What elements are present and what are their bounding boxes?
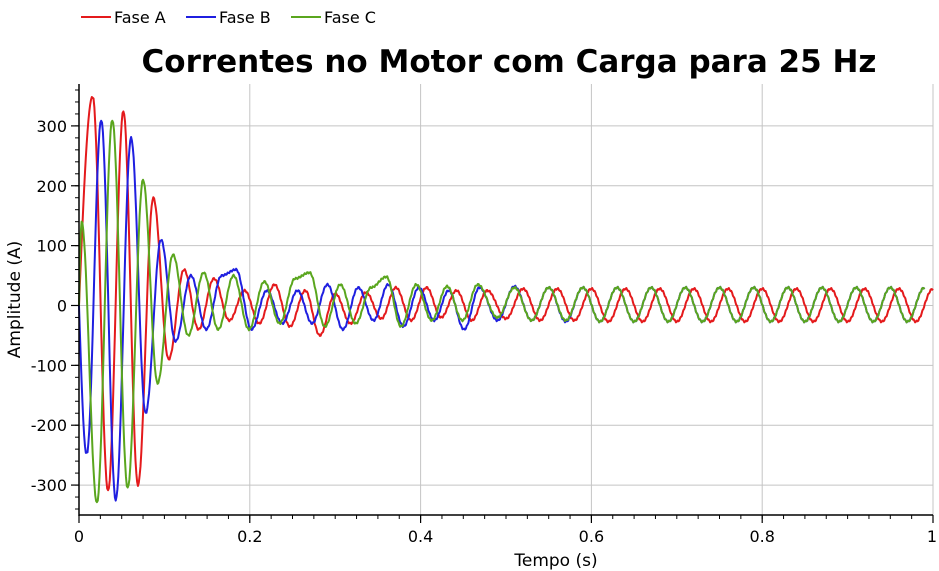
y-tick-label: 0 [57, 296, 67, 315]
axes [71, 84, 934, 523]
grid [79, 84, 934, 515]
legend-label: Fase A [114, 8, 166, 27]
y-axis-title: Amplitude (A) [5, 241, 25, 358]
x-tick-label: 0.4 [408, 527, 433, 546]
y-tick-label: 300 [36, 117, 67, 136]
y-tick-label: -100 [31, 356, 67, 375]
legend: Fase A Fase B Fase C [81, 8, 376, 27]
series-line-fase-a [78, 95, 934, 492]
legend-item: Fase B [186, 8, 271, 27]
legend-item: Fase A [81, 8, 166, 27]
y-tick-label: 100 [36, 237, 67, 256]
tick-labels: 0 0.2 0.4 0.6 0.8 1 -300 -200 -100 0 100 200 300 [31, 117, 937, 546]
series-layer [78, 95, 934, 504]
x-tick-label: 0.8 [749, 527, 774, 546]
x-tick-label: 0.2 [237, 527, 262, 546]
x-tick-label: 0 [74, 527, 84, 546]
y-tick-label: 200 [36, 177, 67, 196]
y-tick-label: -200 [31, 416, 67, 435]
legend-label: Fase B [219, 8, 271, 27]
legend-label: Fase C [324, 8, 376, 27]
series-line-fase-c [78, 119, 926, 504]
x-axis-title: Tempo (s) [513, 551, 597, 571]
y-tick-label: -300 [31, 476, 67, 495]
x-tick-label: 0.6 [579, 527, 604, 546]
chart-title: Correntes no Motor com Carga para 25 Hz [142, 44, 877, 80]
legend-item: Fase C [291, 8, 376, 27]
x-tick-label: 1 [927, 527, 937, 546]
